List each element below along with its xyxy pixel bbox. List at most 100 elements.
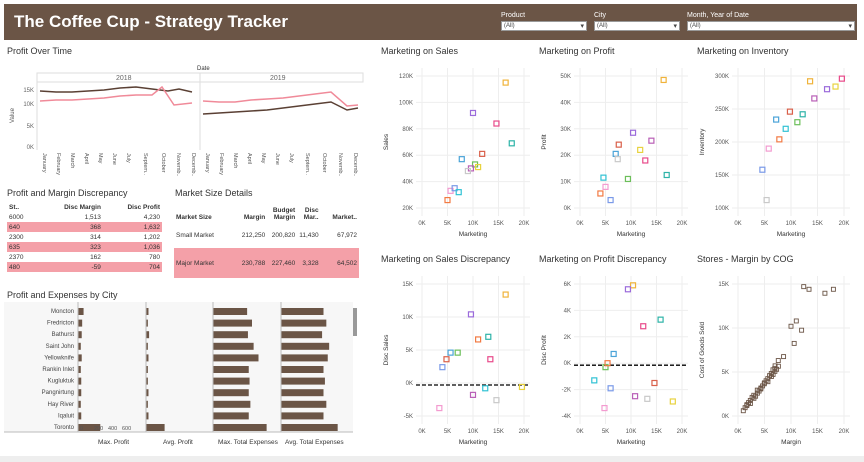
city-chart[interactable]: Moncton Fredricton Bathurst Saint John Yello… (4, 302, 360, 450)
city-bar[interactable] (78, 412, 82, 420)
scatter-point[interactable] (629, 129, 637, 136)
scatter-point[interactable] (610, 350, 617, 358)
scatter-profit-disc[interactable]: 6K 4K 2K 0K -2K -4K 0K 5K 10K 15K 20K Marketing Disc… (534, 266, 694, 450)
col-margin[interactable]: Margin (243, 214, 266, 221)
city-bar[interactable] (146, 366, 148, 373)
city-bar[interactable] (213, 377, 250, 385)
table-row[interactable]: 640 368 1,632 (7, 222, 162, 232)
scatter-point[interactable] (642, 157, 649, 164)
scatter-point[interactable] (474, 163, 482, 171)
scatter-point[interactable] (775, 358, 781, 364)
scatter-point[interactable] (648, 137, 655, 144)
date-filter[interactable]: Month, Year of Date (All) (687, 12, 855, 31)
scatter-point[interactable] (467, 311, 475, 318)
city-bar[interactable] (281, 377, 325, 385)
city-bar[interactable] (213, 319, 252, 327)
scatter-point[interactable] (493, 120, 500, 127)
city-bar[interactable] (281, 400, 327, 408)
scatter-point[interactable] (614, 156, 621, 163)
scatter-point[interactable] (469, 109, 477, 117)
city-bar[interactable] (146, 400, 148, 408)
scatter-point[interactable] (485, 333, 492, 340)
scatter-point[interactable] (444, 196, 451, 204)
city-bar[interactable] (281, 319, 327, 327)
scatter-point[interactable] (482, 385, 489, 392)
city-bar[interactable] (213, 342, 254, 350)
col-disc-margin[interactable]: Disc Mar.. (303, 207, 319, 221)
scatter-point[interactable] (644, 395, 651, 402)
table-row[interactable]: 6000 1,513 4,230 (9, 213, 160, 221)
city-bar[interactable] (78, 342, 81, 350)
scatter-point[interactable] (479, 150, 486, 157)
scatter-point[interactable] (458, 156, 465, 163)
scatter-point[interactable] (747, 401, 753, 406)
scatter-point[interactable] (651, 379, 658, 387)
scatter-point[interactable] (436, 404, 443, 412)
scatter-point[interactable] (597, 190, 604, 197)
city-bar[interactable] (146, 308, 149, 315)
scatter-point[interactable] (799, 111, 806, 118)
scatter-point[interactable] (832, 83, 839, 90)
scatter-point[interactable] (822, 290, 828, 296)
scatter-point[interactable] (443, 356, 450, 363)
scatter-point[interactable] (788, 323, 794, 329)
scatter-point[interactable] (786, 108, 794, 115)
scatter-point[interactable] (759, 166, 766, 173)
scatter-point[interactable] (591, 377, 598, 384)
scatter-sales[interactable]: 120K 100K 80K 60K 40K 20K 0K 5K 10K 15K 20K Marketi… (376, 58, 536, 242)
city-bar[interactable] (213, 389, 249, 397)
city-bar[interactable] (213, 400, 251, 408)
table-row[interactable]: 2370 162 780 (9, 253, 160, 261)
city-bar[interactable] (146, 354, 149, 362)
city-bar[interactable] (213, 308, 248, 315)
scatter-point[interactable] (447, 349, 454, 356)
scatter-point[interactable] (801, 284, 807, 290)
scatter-point[interactable] (508, 140, 515, 147)
scatter-point[interactable] (776, 136, 783, 143)
scatter-point[interactable] (799, 327, 805, 333)
profit-over-time-chart[interactable]: Date 2018 2019 15K 10K 5K 0K Value Janua… (4, 58, 364, 180)
scatter-point[interactable] (657, 316, 664, 323)
product-filter-select[interactable]: (All) (501, 21, 587, 31)
scatter-point[interactable] (763, 196, 770, 204)
col-budget-margin[interactable]: Budget Margin (272, 207, 296, 221)
city-bar[interactable] (78, 354, 82, 362)
scatter-profit[interactable]: 50K 40K 30K 20K 10K 0K 0K 5K 10K 15K 20K Marketing P… (534, 58, 694, 242)
scatter-point[interactable] (781, 354, 787, 360)
scatter-point[interactable] (502, 79, 509, 86)
scatter-point[interactable] (439, 364, 446, 371)
scatter-point[interactable] (660, 76, 667, 84)
product-filter[interactable]: Product (All) (501, 12, 587, 31)
column-label[interactable]: Avg. Total Expenses (285, 439, 344, 446)
scatter-inventory[interactable]: 300K 250K 200K 150K 100K 0K 5K 10K 15K 20K Marketi… (692, 58, 856, 242)
scatter-point[interactable] (600, 174, 607, 181)
city-bar[interactable] (213, 424, 267, 431)
scatter-point[interactable] (518, 383, 526, 391)
city-bar[interactable] (281, 412, 324, 420)
scatter-point[interactable] (806, 286, 812, 292)
scatter-stores[interactable]: 15K 10K 5K 0K 0K 5K 10K 15K 20K Margin Cost of Goo… (692, 266, 856, 450)
scatter-point[interactable] (830, 286, 836, 292)
scatter-point[interactable] (607, 196, 614, 204)
table-row[interactable]: Small Market 212,250 200,820 11,430 67,972 (176, 231, 357, 239)
city-bar[interactable] (146, 377, 148, 385)
scatter-point[interactable] (624, 286, 632, 293)
column-label[interactable]: Max. Profit (98, 439, 129, 446)
scatter-point[interactable] (765, 379, 771, 385)
col-disc-profit[interactable]: Disc Profit (127, 203, 160, 211)
city-bar[interactable] (281, 366, 324, 373)
city-filter[interactable]: City (All) (594, 12, 680, 31)
city-filter-select[interactable]: (All) (594, 21, 680, 31)
city-bar[interactable] (281, 308, 324, 315)
city-bar[interactable] (281, 331, 323, 339)
scatter-point[interactable] (502, 291, 509, 298)
date-filter-select[interactable]: (All) (687, 21, 855, 31)
city-bar[interactable] (213, 354, 259, 362)
table-row[interactable]: 2300 314 1,202 (9, 233, 160, 241)
scatter-point[interactable] (624, 175, 632, 183)
scatter-sales-disc[interactable]: 15K 10K 5K 0K -5K 0K 5K 10K 15K 20K Marketing Disc … (376, 266, 536, 450)
city-bar[interactable] (146, 424, 165, 431)
city-bar[interactable] (146, 331, 150, 339)
scatter-point[interactable] (782, 125, 789, 132)
table-row[interactable]: 480 -59 704 (7, 262, 162, 272)
